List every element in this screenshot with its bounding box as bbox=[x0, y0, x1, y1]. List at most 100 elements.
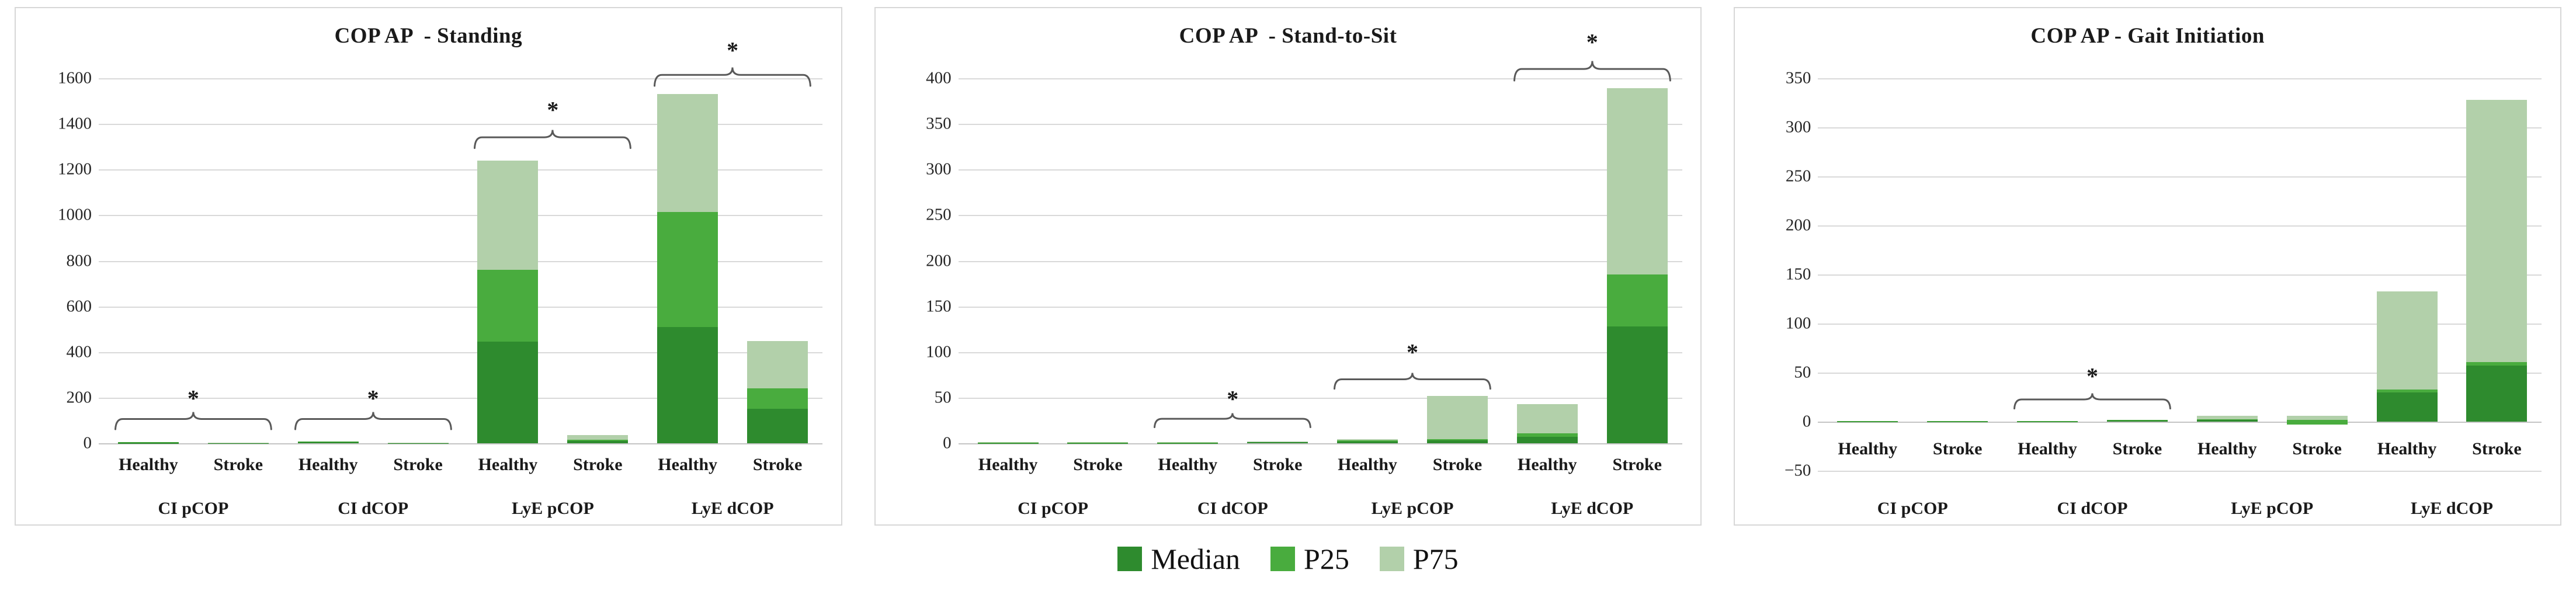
subject-label: Healthy bbox=[1518, 455, 1577, 474]
subject-label: Healthy bbox=[2018, 439, 2077, 458]
gridline bbox=[99, 169, 822, 171]
y-axis-tick-label: 400 bbox=[926, 68, 952, 88]
chart-title-standing: COP AP - Standing bbox=[334, 24, 523, 48]
bar-segment-p75-lye-pcop-stroke bbox=[567, 435, 629, 440]
bar-segment-p75-ci-dcop-healthy bbox=[2017, 420, 2078, 422]
y-axis-tick-label: 150 bbox=[926, 297, 952, 316]
bar-segment-median-ci-dcop-stroke bbox=[2106, 420, 2168, 422]
y-axis-tick-label: 100 bbox=[926, 342, 952, 361]
chart-panel-gait-initiation: COP AP - Gait Initiation −50 0 50 100 150 200… bbox=[1734, 7, 2562, 526]
chart-panels-row: COP AP - Standing 0 200 400 600 800 1000 1200 1… bbox=[0, 7, 2576, 526]
bar-segment-p25-lye-dcop-stroke bbox=[747, 388, 808, 409]
bar-segment-median-lye-dcop-stroke bbox=[2466, 366, 2528, 422]
y-axis-tick-label: 1600 bbox=[58, 68, 92, 88]
gridline bbox=[958, 397, 1682, 399]
subject-label: Stroke bbox=[1073, 455, 1123, 474]
gridline bbox=[1818, 78, 2542, 79]
y-axis-tick-label: 300 bbox=[926, 159, 952, 179]
gridline bbox=[958, 124, 1682, 126]
subject-label: Stroke bbox=[2472, 439, 2522, 458]
y-axis-tick-label: 350 bbox=[926, 114, 952, 133]
significance-brace bbox=[294, 411, 452, 430]
gridline bbox=[1818, 373, 2542, 374]
group-label: LyE pCOP bbox=[511, 499, 594, 518]
bar-segment-p25-lye-dcop-healthy bbox=[1516, 433, 1578, 437]
subject-label: Stroke bbox=[2112, 439, 2162, 458]
bar-segment-p75-lye-dcop-stroke bbox=[747, 341, 808, 389]
gridline bbox=[958, 78, 1682, 79]
y-axis-tick-label: 100 bbox=[1785, 314, 1811, 333]
significance-star: * bbox=[1227, 385, 1239, 412]
bar-segment-p75-ci-pcop-stroke bbox=[1927, 420, 1988, 422]
gridline bbox=[1818, 127, 2542, 128]
subject-label: Healthy bbox=[658, 455, 718, 474]
subject-label: Healthy bbox=[119, 455, 178, 474]
significance-brace bbox=[2013, 392, 2171, 409]
bar-segment-median-lye-pcop-stroke bbox=[567, 441, 629, 443]
bar-segment-p25-lye-pcop-healthy bbox=[1337, 440, 1398, 441]
group-label: LyE pCOP bbox=[2231, 499, 2314, 518]
gridline bbox=[1818, 471, 2542, 472]
bar-segment-p25-lye-dcop-stroke bbox=[2466, 361, 2528, 366]
bar-segment-p75-lye-pcop-stroke bbox=[1426, 395, 1488, 439]
bar-segment-p25-lye-dcop-healthy bbox=[2376, 389, 2438, 392]
subject-label: Stroke bbox=[1253, 455, 1303, 474]
gridline bbox=[99, 124, 822, 126]
y-axis-tick-label: 300 bbox=[1785, 117, 1811, 137]
subject-label: Healthy bbox=[478, 455, 538, 474]
y-axis-tick-label: 200 bbox=[1785, 215, 1811, 235]
bar-segment-median-ci-pcop-stroke bbox=[1067, 443, 1129, 444]
group-label: CI dCOP bbox=[338, 499, 409, 518]
significance-brace bbox=[474, 130, 632, 149]
bar-segment-p25-lye-pcop-healthy bbox=[2196, 419, 2258, 420]
significance-star: * bbox=[187, 385, 199, 412]
bar-segment-p25-ci-pcop-healthy bbox=[117, 442, 179, 443]
bar-segment-p75-lye-dcop-stroke bbox=[1606, 88, 1668, 274]
group-label: LyE dCOP bbox=[691, 499, 774, 518]
bar-segment-median-lye-dcop-healthy bbox=[1516, 437, 1578, 443]
gridline bbox=[99, 260, 822, 262]
legend: Median P25 P75 bbox=[0, 542, 2576, 576]
gridline bbox=[99, 306, 822, 308]
subject-label: Healthy bbox=[298, 455, 358, 474]
significance-star: * bbox=[2086, 363, 2098, 390]
significance-star: * bbox=[367, 385, 379, 412]
y-axis-tick-label: 1000 bbox=[58, 205, 92, 224]
gridline bbox=[1818, 274, 2542, 276]
gridline bbox=[1818, 422, 2542, 423]
bar-segment-p75-ci-pcop-healthy bbox=[1837, 420, 1898, 422]
bar-segment-median-ci-dcop-stroke bbox=[1247, 442, 1308, 443]
subject-label: Stroke bbox=[393, 455, 443, 474]
y-axis-tick-label: 1400 bbox=[58, 114, 92, 133]
subject-label: Healthy bbox=[2377, 439, 2437, 458]
subject-label: Stroke bbox=[1432, 455, 1483, 474]
gridline bbox=[1818, 225, 2542, 227]
significance-star: * bbox=[727, 37, 739, 64]
bar-segment-p25-lye-pcop-stroke bbox=[1426, 439, 1488, 441]
chart-title-stand-to-sit: COP AP - Stand-to-Sit bbox=[1179, 24, 1397, 48]
bar-segment-p75-lye-pcop-stroke bbox=[2286, 415, 2348, 420]
significance-star: * bbox=[1407, 339, 1419, 366]
group-label: LyE dCOP bbox=[1551, 499, 1634, 518]
bar-segment-median-ci-pcop-stroke bbox=[207, 443, 269, 444]
gridline bbox=[1818, 324, 2542, 325]
bar-segment-median-lye-pcop-healthy bbox=[2196, 420, 2258, 422]
bar-segment-p75-lye-dcop-healthy bbox=[1516, 404, 1578, 433]
legend-swatch-median-icon bbox=[1117, 547, 1143, 571]
legend-swatch-p75-icon bbox=[1379, 547, 1404, 571]
bar-segment-median-lye-pcop-healthy bbox=[477, 342, 539, 443]
gridline bbox=[99, 352, 822, 353]
subject-label: Stroke bbox=[752, 455, 803, 474]
bar-segment-median-lye-dcop-healthy bbox=[657, 326, 718, 443]
subject-label: Stroke bbox=[1932, 439, 1983, 458]
bar-segment-median-ci-dcop-healthy bbox=[1157, 443, 1218, 444]
y-axis-tick-label: 50 bbox=[1794, 363, 1811, 382]
bar-segment-median-ci-pcop-healthy bbox=[977, 443, 1039, 444]
plot-area-gait-initiation: −50 0 50 100 150 200 250 300 350 Healthy Stroke Hea… bbox=[1735, 8, 2560, 524]
chart-panel-standing: COP AP - Standing 0 200 400 600 800 1000 1200 1… bbox=[15, 7, 842, 526]
bar-segment-p75-lye-pcop-healthy bbox=[1337, 439, 1398, 440]
gridline bbox=[99, 78, 822, 79]
legend-label-p25: P25 bbox=[1304, 543, 1349, 575]
bar-segment-median-ci-dcop-healthy bbox=[297, 442, 359, 443]
